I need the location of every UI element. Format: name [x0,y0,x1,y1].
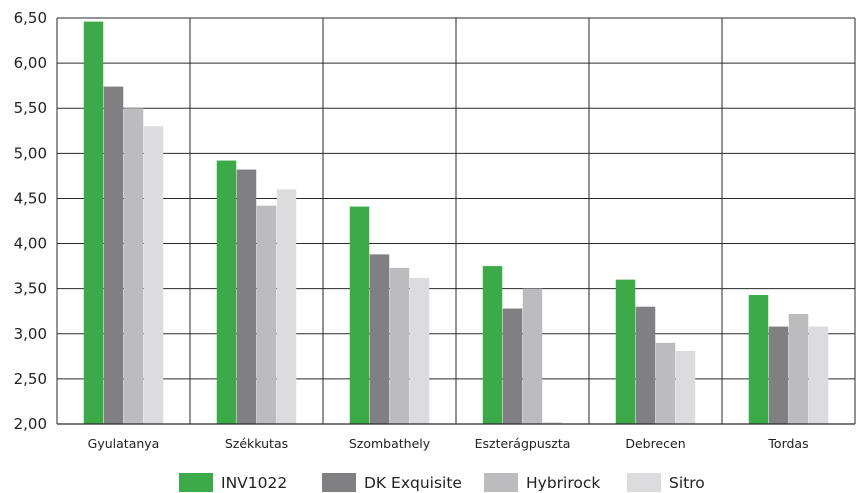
bar-inv1022 [482,266,503,424]
y-tick-label: 2,00 [14,415,47,433]
legend: INV1022 DK Exquisite Hybrirock Sitro [179,473,705,492]
bar-inv1022 [216,160,237,424]
legend-swatch [627,473,661,492]
bar-sitro [143,126,164,425]
y-tick-label: 6,00 [14,54,47,72]
y-tick-label: 4,00 [14,235,47,253]
bars-layer [83,21,829,425]
bar-hybrirock [522,288,543,424]
y-tick-label: 6,50 [14,9,47,27]
bar-inv1022 [748,294,769,424]
x-tick-label: Debrecen [625,436,685,451]
x-tick-label: Székkutas [225,436,288,451]
bar-dk-exquisite [103,86,124,425]
bar-hybrirock [655,342,676,424]
y-tick-label: 2,50 [14,370,47,388]
legend-item: Hybrirock [484,473,600,492]
bar-hybrirock [123,108,144,424]
bar-hybrirock [788,313,809,424]
bar-dk-exquisite [369,254,390,424]
x-tick-label: Gyulatanya [88,436,160,451]
bar-sitro [276,189,297,424]
legend-item: DK Exquisite [322,473,462,492]
grid-layer [56,17,856,424]
bar-inv1022 [615,279,636,424]
x-tick-label: Eszterágpuszta [475,436,571,451]
bar-sitro [675,350,696,424]
bar-dk-exquisite [768,326,789,424]
legend-label: Sitro [669,474,705,492]
legend-swatch [179,473,213,492]
bar-inv1022 [349,206,370,424]
bar-dk-exquisite [502,308,523,424]
axis-layer: 2,00 2,50 3,00 3,50 4,00 4,50 5,00 5,50 6,00 6,50… [14,9,855,451]
x-tick-label: Tordas [767,436,808,451]
bar-sitro [808,326,829,424]
bar-hybrirock [389,267,410,424]
bar-dk-exquisite [236,169,257,424]
y-tick-label: 3,50 [14,280,47,298]
legend-swatch [322,473,356,492]
bar-sitro [542,422,563,424]
legend-swatch [484,473,518,492]
bar-hybrirock [256,205,277,424]
y-tick-label: 5,50 [14,99,47,117]
y-tick-label: 4,50 [14,189,47,207]
legend-label: Hybrirock [526,474,600,492]
bar-dk-exquisite [635,306,656,424]
legend-label: INV1022 [221,474,287,492]
legend-item: INV1022 [179,473,287,492]
y-tick-label: 5,00 [14,144,47,162]
bar-inv1022 [83,21,104,425]
y-tick-label: 3,00 [14,325,47,343]
legend-label: DK Exquisite [364,474,462,492]
bar-sitro [409,277,430,424]
x-tick-label: Szombathely [349,436,431,451]
legend-item: Sitro [627,473,705,492]
